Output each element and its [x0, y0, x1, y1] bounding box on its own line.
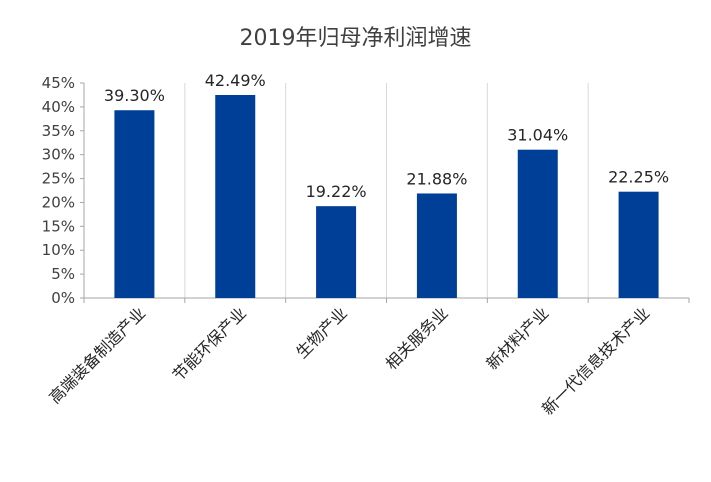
y-tick-label: 25% [42, 170, 75, 188]
data-label: 21.88% [406, 169, 467, 188]
data-label: 19.22% [306, 182, 367, 201]
category-label: 节能环保产业 [169, 303, 250, 384]
y-tick-label: 15% [42, 217, 75, 235]
data-label: 42.49% [205, 71, 266, 90]
bar [618, 191, 659, 298]
bar [416, 193, 457, 298]
y-tick-label: 0% [51, 289, 75, 307]
data-label: 31.04% [507, 126, 568, 145]
y-tick-label: 45% [42, 74, 75, 92]
category-label: 相关服务业 [382, 303, 452, 373]
category-label: 新材料产业 [483, 303, 553, 373]
bar [215, 94, 256, 299]
y-tick-label: 20% [42, 193, 75, 211]
bar [316, 206, 357, 298]
chart-title: 2019年归母净利润增速 [239, 26, 472, 51]
y-tick-label: 5% [51, 265, 75, 283]
data-label: 22.25% [608, 168, 669, 187]
data-label: 39.30% [104, 86, 165, 105]
category-label: 新一代信息技术产业 [538, 303, 653, 418]
y-tick-label: 40% [42, 98, 75, 116]
y-tick-label: 10% [42, 241, 75, 259]
category-label: 高端装备制造产业 [45, 303, 149, 407]
y-tick-label: 35% [42, 122, 75, 140]
y-tick-label: 30% [42, 146, 75, 164]
category-label: 生物产业 [292, 303, 351, 362]
bar [114, 110, 155, 298]
bar [517, 149, 558, 298]
